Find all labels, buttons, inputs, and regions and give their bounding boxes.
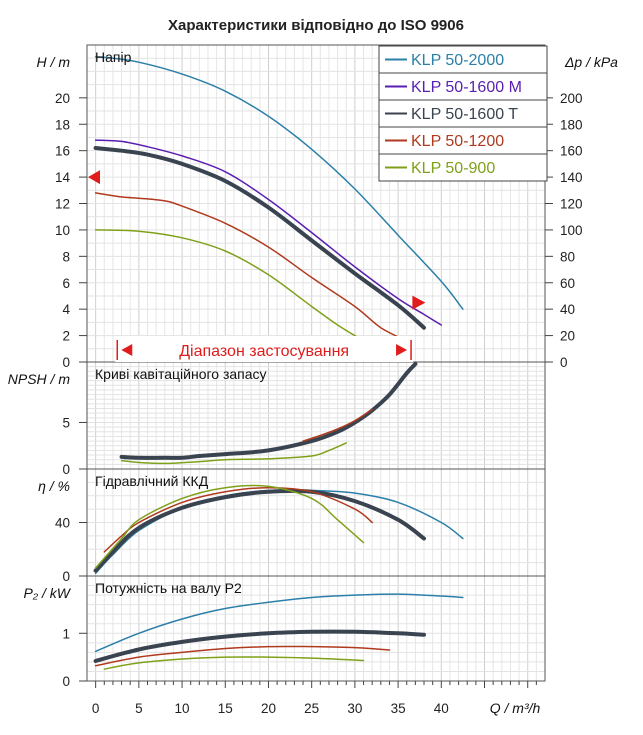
series-line-eff — [94, 489, 464, 575]
series-line-head — [93, 146, 426, 330]
series-line-head — [94, 56, 464, 310]
y-axis-label-head: H / m — [37, 54, 71, 70]
x-tick-label: 15 — [218, 701, 233, 716]
series-line-eff — [94, 484, 365, 569]
series-line-eff — [93, 488, 426, 573]
y-tick-label: 12 — [55, 197, 70, 212]
series-line-head — [94, 192, 408, 342]
panel-label-power: Потужність на валу P2 — [95, 580, 242, 596]
right-tick-label: 200 — [560, 91, 583, 106]
right-tick-label: 60 — [560, 276, 575, 291]
series-layer: Діапазон застосування — [88, 56, 464, 670]
panel-label-head: Напір — [95, 49, 132, 65]
legend: KLP 50-2000 KLP 50-1600 M KLP 50-1600 T KLP… — [378, 45, 548, 182]
y-tick-label: 0 — [62, 355, 70, 370]
y-tick-label: 14 — [55, 170, 71, 185]
right-tick-label: 140 — [560, 170, 583, 185]
panel-frame-power — [86, 575, 546, 682]
x-tick-label: 10 — [175, 701, 190, 716]
y-tick-label: 20 — [55, 91, 70, 106]
right-tick-label: 180 — [560, 117, 583, 132]
x-tick-label: 30 — [347, 701, 362, 716]
x-tick-label: 5 — [135, 701, 143, 716]
series-line-power — [93, 629, 426, 663]
x-tick-label: 35 — [391, 701, 406, 716]
y-tick-label: 4 — [62, 302, 70, 317]
grid-layer — [87, 44, 545, 682]
y-tick-label: 0 — [62, 674, 70, 689]
right-axis-label: Δp / kPa — [564, 54, 618, 70]
x-tick-label: 25 — [304, 701, 319, 716]
series-line-npsh — [119, 361, 418, 460]
x-axis-label: Q / m³/h — [490, 700, 541, 716]
y-tick-label: 1 — [62, 626, 70, 641]
right-tick-label: 20 — [560, 329, 575, 344]
y-tick-label: 10 — [55, 223, 70, 238]
operating-range-right-arrow — [396, 344, 408, 356]
operating-point-marker — [412, 295, 426, 310]
y-tick-label: 40 — [55, 516, 70, 531]
series-line-head — [94, 139, 443, 326]
y-tick-label: 16 — [55, 144, 70, 159]
legend-label: KLP 50-900 — [411, 160, 495, 177]
y-tick-label: 2 — [62, 329, 70, 344]
series-line-power — [103, 656, 365, 670]
legend-label: KLP 50-2000 — [411, 52, 504, 69]
right-tick-label: 80 — [560, 249, 575, 264]
y-axis-label-eff: η / % — [38, 478, 70, 494]
operating-range-label: Діапазон застосування — [179, 343, 349, 360]
panel-label-eff: Гідравлічний ККД — [95, 473, 209, 489]
right-tick-label: 40 — [560, 302, 575, 317]
right-tick-label: 0 — [560, 355, 568, 370]
y-tick-label: 18 — [55, 117, 70, 132]
series-line-eff — [103, 486, 373, 553]
legend-label: KLP 50-1200 — [411, 133, 504, 150]
y-tick-label: 5 — [62, 415, 70, 430]
right-tick-label: 160 — [560, 144, 583, 159]
x-tick-label: 40 — [434, 701, 449, 716]
x-tick-label: 0 — [92, 701, 100, 716]
series-line-npsh — [120, 442, 347, 465]
right-tick-label: 120 — [560, 197, 583, 212]
series-line-head — [94, 229, 360, 339]
head-marker-left — [88, 170, 100, 185]
label-layer: Δp / kPa H / m Напір NPSH / m Криві кавітаці… — [8, 49, 618, 716]
y-tick-label: 0 — [62, 569, 70, 584]
y-tick-label: 6 — [62, 276, 70, 291]
series-line-power — [94, 645, 391, 667]
operating-range-box — [115, 336, 414, 362]
tick-layer: 0246810121416182002040608010012014016018… — [55, 91, 583, 716]
y-tick-label: 0 — [62, 462, 70, 477]
panel-label-npsh: Криві кавітаційного запасу — [95, 366, 267, 382]
y-tick-label: 8 — [62, 249, 70, 264]
y-axis-label-npsh: NPSH / m — [8, 371, 71, 387]
chart-title: Характеристики відповідно до ISO 9906 — [168, 17, 464, 34]
series-line-npsh — [302, 408, 373, 442]
legend-label: KLP 50-1600 T — [411, 106, 518, 123]
x-tick-label: 20 — [261, 701, 276, 716]
series-line-power — [94, 593, 464, 653]
operating-range-left-arrow — [121, 344, 133, 356]
y-axis-label-power: P₂ / kW — [23, 585, 71, 601]
legend-label: KLP 50-1600 M — [411, 79, 522, 96]
right-tick-label: 100 — [560, 223, 583, 238]
